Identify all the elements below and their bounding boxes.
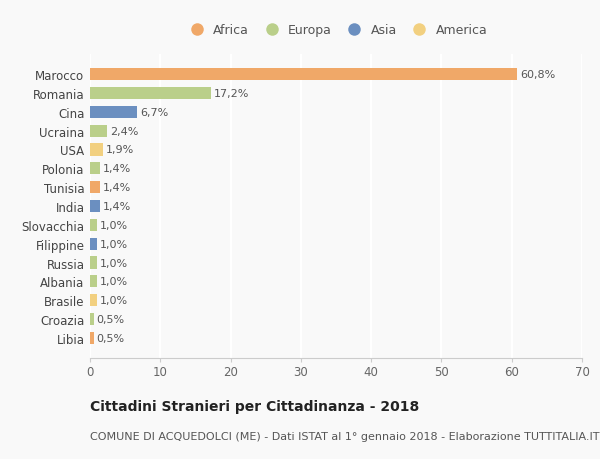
Text: Cittadini Stranieri per Cittadinanza - 2018: Cittadini Stranieri per Cittadinanza - 2… <box>90 399 419 413</box>
Text: 2,4%: 2,4% <box>110 126 138 136</box>
Text: 0,5%: 0,5% <box>97 314 124 325</box>
Text: 17,2%: 17,2% <box>214 89 249 99</box>
Text: 1,4%: 1,4% <box>103 164 131 174</box>
Text: 1,4%: 1,4% <box>103 183 131 193</box>
Bar <box>90 144 103 156</box>
Bar <box>90 257 97 269</box>
Text: COMUNE DI ACQUEDOLCI (ME) - Dati ISTAT al 1° gennaio 2018 - Elaborazione TUTTITA: COMUNE DI ACQUEDOLCI (ME) - Dati ISTAT a… <box>90 431 599 442</box>
Bar <box>90 88 211 100</box>
Text: 1,4%: 1,4% <box>103 202 131 212</box>
Text: 6,7%: 6,7% <box>140 107 168 118</box>
Bar <box>90 163 100 175</box>
Bar <box>90 182 100 194</box>
Bar <box>90 238 97 250</box>
Text: 60,8%: 60,8% <box>520 70 556 80</box>
Text: 1,0%: 1,0% <box>100 220 128 230</box>
Bar <box>90 276 97 288</box>
Bar <box>90 106 137 119</box>
Text: 1,0%: 1,0% <box>100 258 128 268</box>
Bar <box>90 201 100 213</box>
Bar <box>90 294 97 307</box>
Bar <box>90 219 97 231</box>
Text: 1,0%: 1,0% <box>100 296 128 306</box>
Bar <box>90 313 94 325</box>
Bar <box>90 332 94 344</box>
Text: 1,0%: 1,0% <box>100 239 128 249</box>
Legend: Africa, Europa, Asia, America: Africa, Europa, Asia, America <box>182 22 490 40</box>
Bar <box>90 69 517 81</box>
Bar <box>90 125 107 137</box>
Text: 0,5%: 0,5% <box>97 333 124 343</box>
Text: 1,9%: 1,9% <box>106 145 134 155</box>
Text: 1,0%: 1,0% <box>100 277 128 287</box>
